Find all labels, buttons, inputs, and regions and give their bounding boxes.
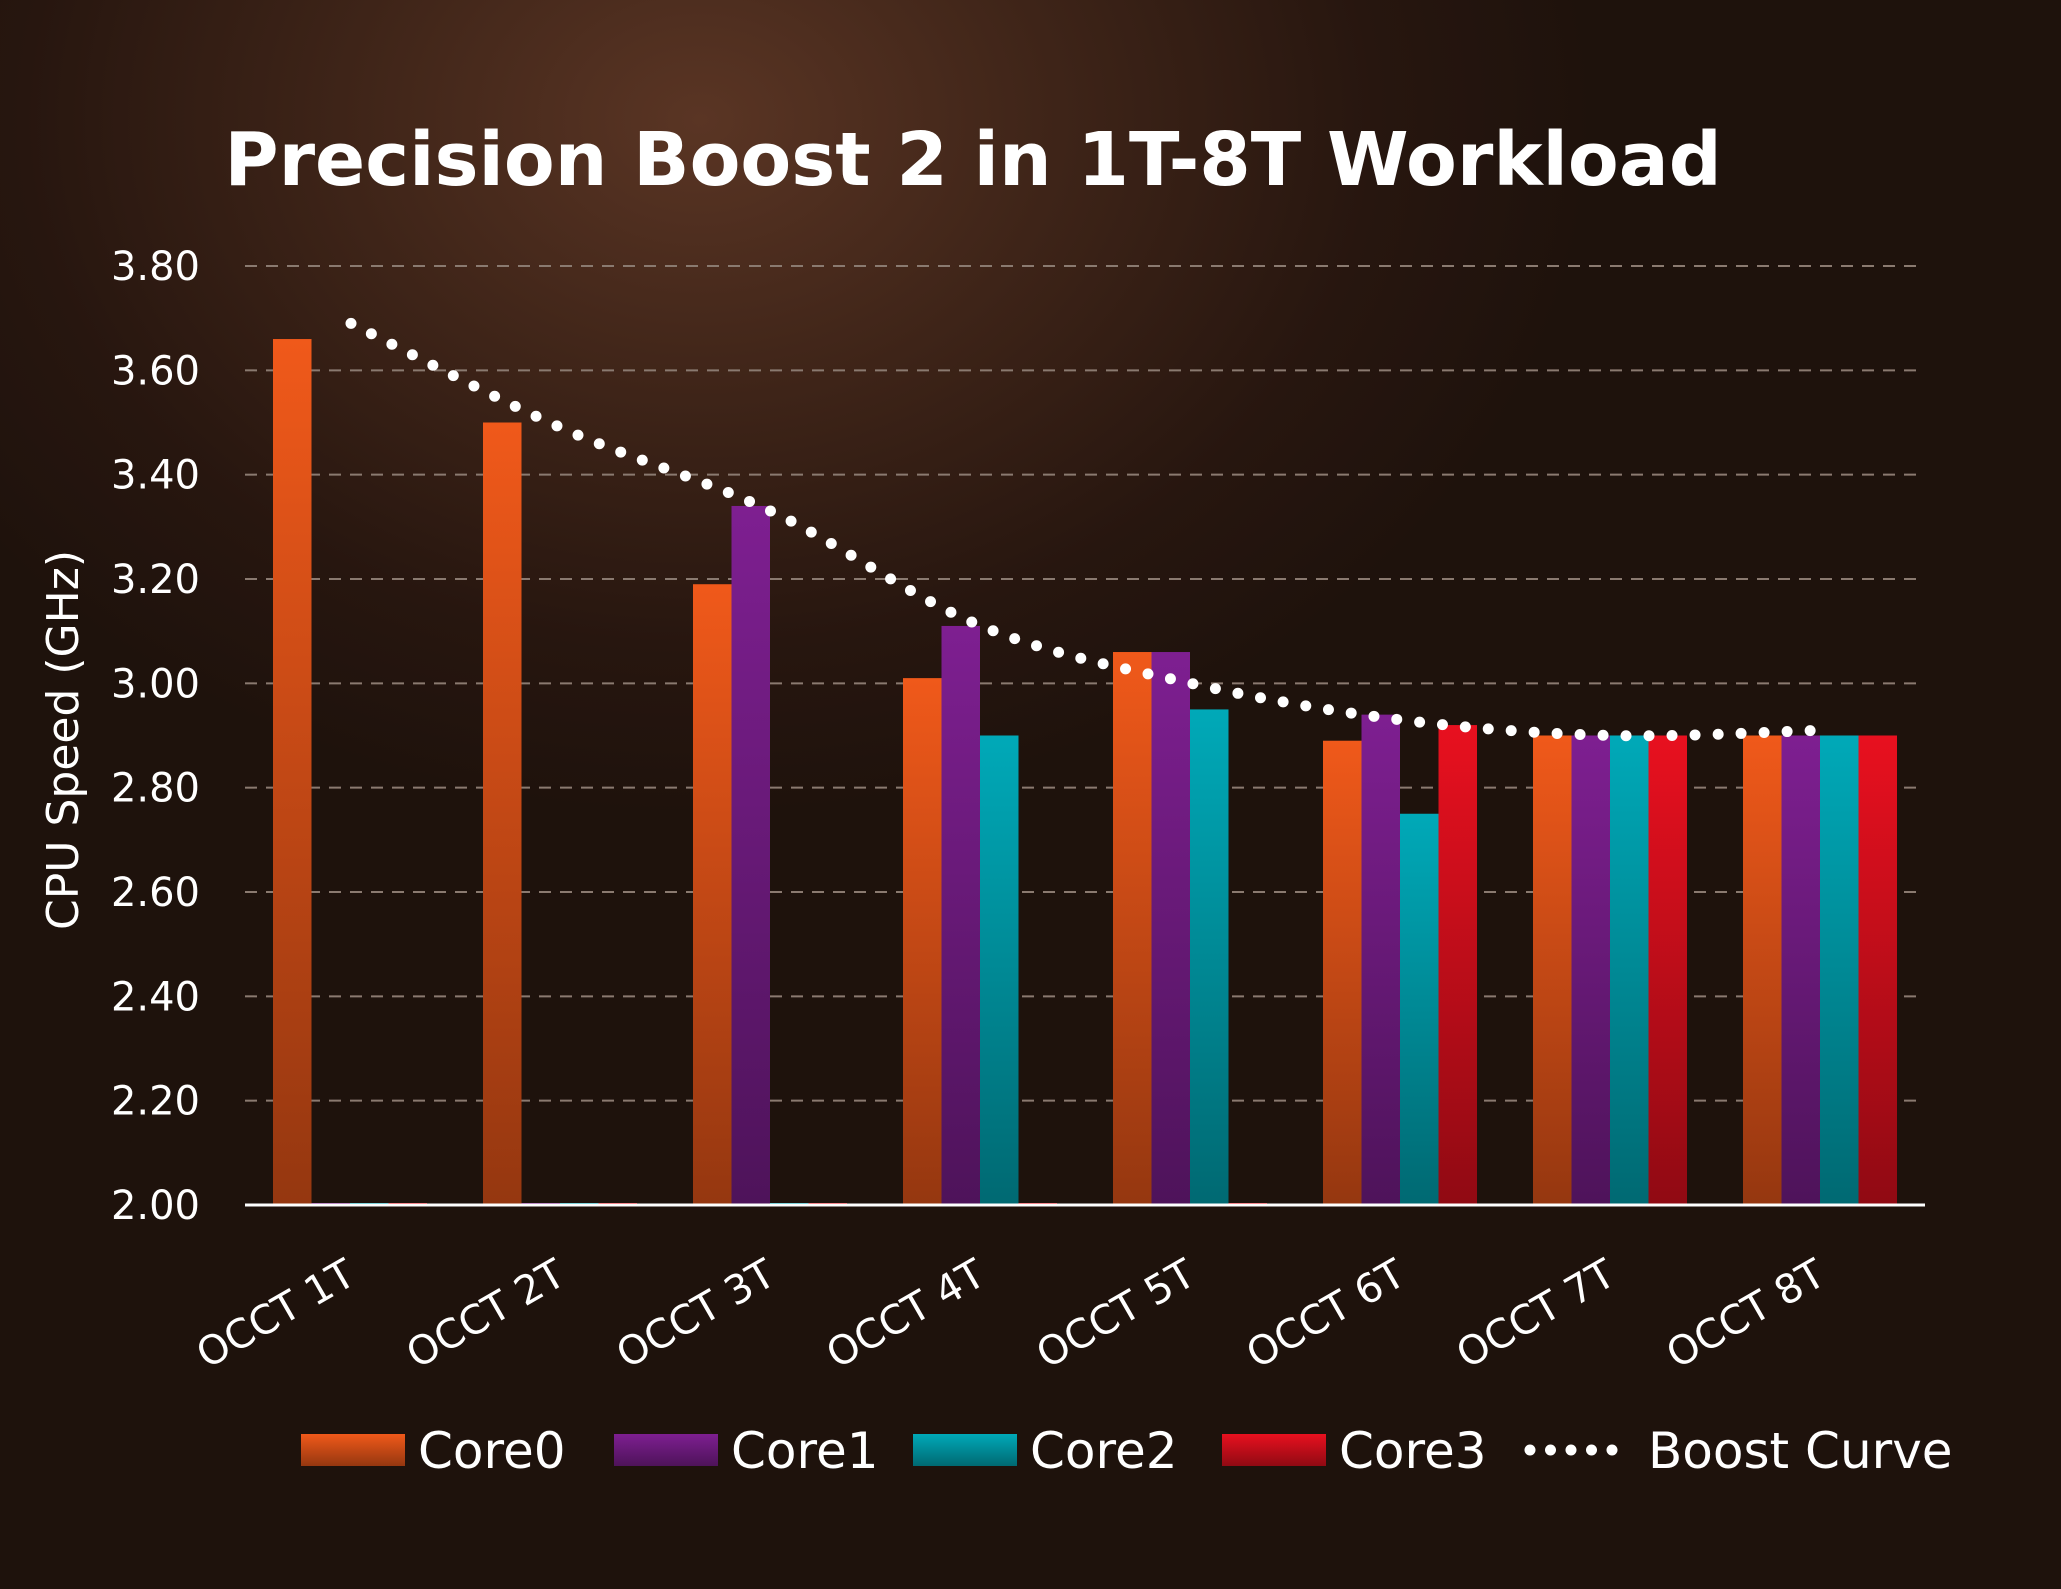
y-tick-label: 2.20 <box>111 1079 200 1125</box>
x-tick-label: OCCT 6T <box>1239 1251 1414 1378</box>
legend-label-core1: Core1 <box>731 1422 879 1480</box>
y-tick-label: 3.20 <box>111 557 200 603</box>
y-tick-label: 3.60 <box>111 348 200 394</box>
bar-core1-3 <box>941 625 980 1205</box>
legend: Core0 Core1 Core2 Core3 Boost Curve <box>301 1422 1953 1480</box>
x-tick-label: OCCT 5T <box>1029 1251 1204 1378</box>
legend-swatch-core2 <box>913 1434 1017 1466</box>
x-tick-label: OCCT 2T <box>399 1251 574 1378</box>
bar-core0-3 <box>903 678 942 1205</box>
bar-core0-7 <box>1743 735 1782 1205</box>
bar-core0-1 <box>483 422 522 1205</box>
legend-label-core3: Core3 <box>1339 1422 1487 1480</box>
bar-core2-7 <box>1820 735 1859 1205</box>
gridlines <box>245 265 1925 1102</box>
bar-core0-0 <box>273 339 312 1205</box>
bar-core3-7 <box>1858 735 1897 1205</box>
bar-core1-7 <box>1781 735 1820 1205</box>
x-tick-label: OCCT 4T <box>819 1251 994 1378</box>
y-tick-label: 3.80 <box>111 244 200 290</box>
y-axis-ticks: 2.00 2.20 2.40 2.60 2.80 3.00 3.20 3.40 3.60 3.80 <box>111 244 200 1229</box>
bar-core0-6 <box>1533 735 1572 1205</box>
chart-title: Precision Boost 2 in 1T-8T Workload <box>224 117 1721 203</box>
boost-curve <box>345 317 1827 742</box>
legend-swatch-core0 <box>301 1434 405 1466</box>
y-tick-label: 3.00 <box>111 661 200 707</box>
bar-core3-5 <box>1438 725 1477 1205</box>
boost-curve-line <box>345 317 1827 742</box>
bar-core2-6 <box>1610 735 1649 1205</box>
x-axis-ticks: OCCT 1T OCCT 2T OCCT 3T OCCT 4T OCCT 5T OCCT … <box>189 1251 1834 1378</box>
legend-swatch-boost-curve <box>1524 1444 1536 1456</box>
bar-core1-6 <box>1571 735 1610 1205</box>
bar-core0-5 <box>1323 740 1362 1205</box>
y-tick-label: 2.40 <box>111 974 200 1020</box>
y-tick-label: 2.60 <box>111 870 200 916</box>
bar-core2-4 <box>1190 709 1229 1205</box>
legend-swatch-boost-curve <box>1545 1444 1556 1456</box>
legend-label-boost-curve: Boost Curve <box>1648 1422 1953 1480</box>
bar-core2-5 <box>1400 813 1439 1205</box>
legend-swatch-core1 <box>614 1434 718 1466</box>
legend-swatch-boost-curve <box>1586 1444 1597 1456</box>
bars <box>245 339 1925 1207</box>
bar-core1-4 <box>1151 652 1190 1205</box>
bar-core1-2 <box>731 505 770 1205</box>
legend-label-core2: Core2 <box>1030 1422 1178 1480</box>
y-tick-label: 2.00 <box>111 1183 200 1229</box>
bar-core0-2 <box>693 584 732 1205</box>
y-axis-label: CPU Speed (GHz) <box>38 550 89 930</box>
x-tick-label: OCCT 7T <box>1449 1251 1624 1378</box>
legend-swatch-boost-curve <box>1606 1444 1618 1456</box>
bar-core3-6 <box>1648 735 1687 1205</box>
y-tick-label: 3.40 <box>111 453 200 499</box>
bar-core2-3 <box>980 735 1019 1205</box>
x-tick-label: OCCT 1T <box>189 1251 364 1378</box>
x-tick-label: OCCT 3T <box>609 1251 784 1378</box>
legend-swatch-boost-curve <box>1565 1444 1577 1456</box>
y-tick-label: 2.80 <box>111 766 200 812</box>
legend-swatch-core3 <box>1222 1434 1326 1466</box>
bar-core1-5 <box>1361 714 1400 1205</box>
x-tick-label: OCCT 8T <box>1659 1251 1834 1378</box>
legend-label-core0: Core0 <box>418 1422 566 1480</box>
bar-core0-4 <box>1113 652 1152 1205</box>
